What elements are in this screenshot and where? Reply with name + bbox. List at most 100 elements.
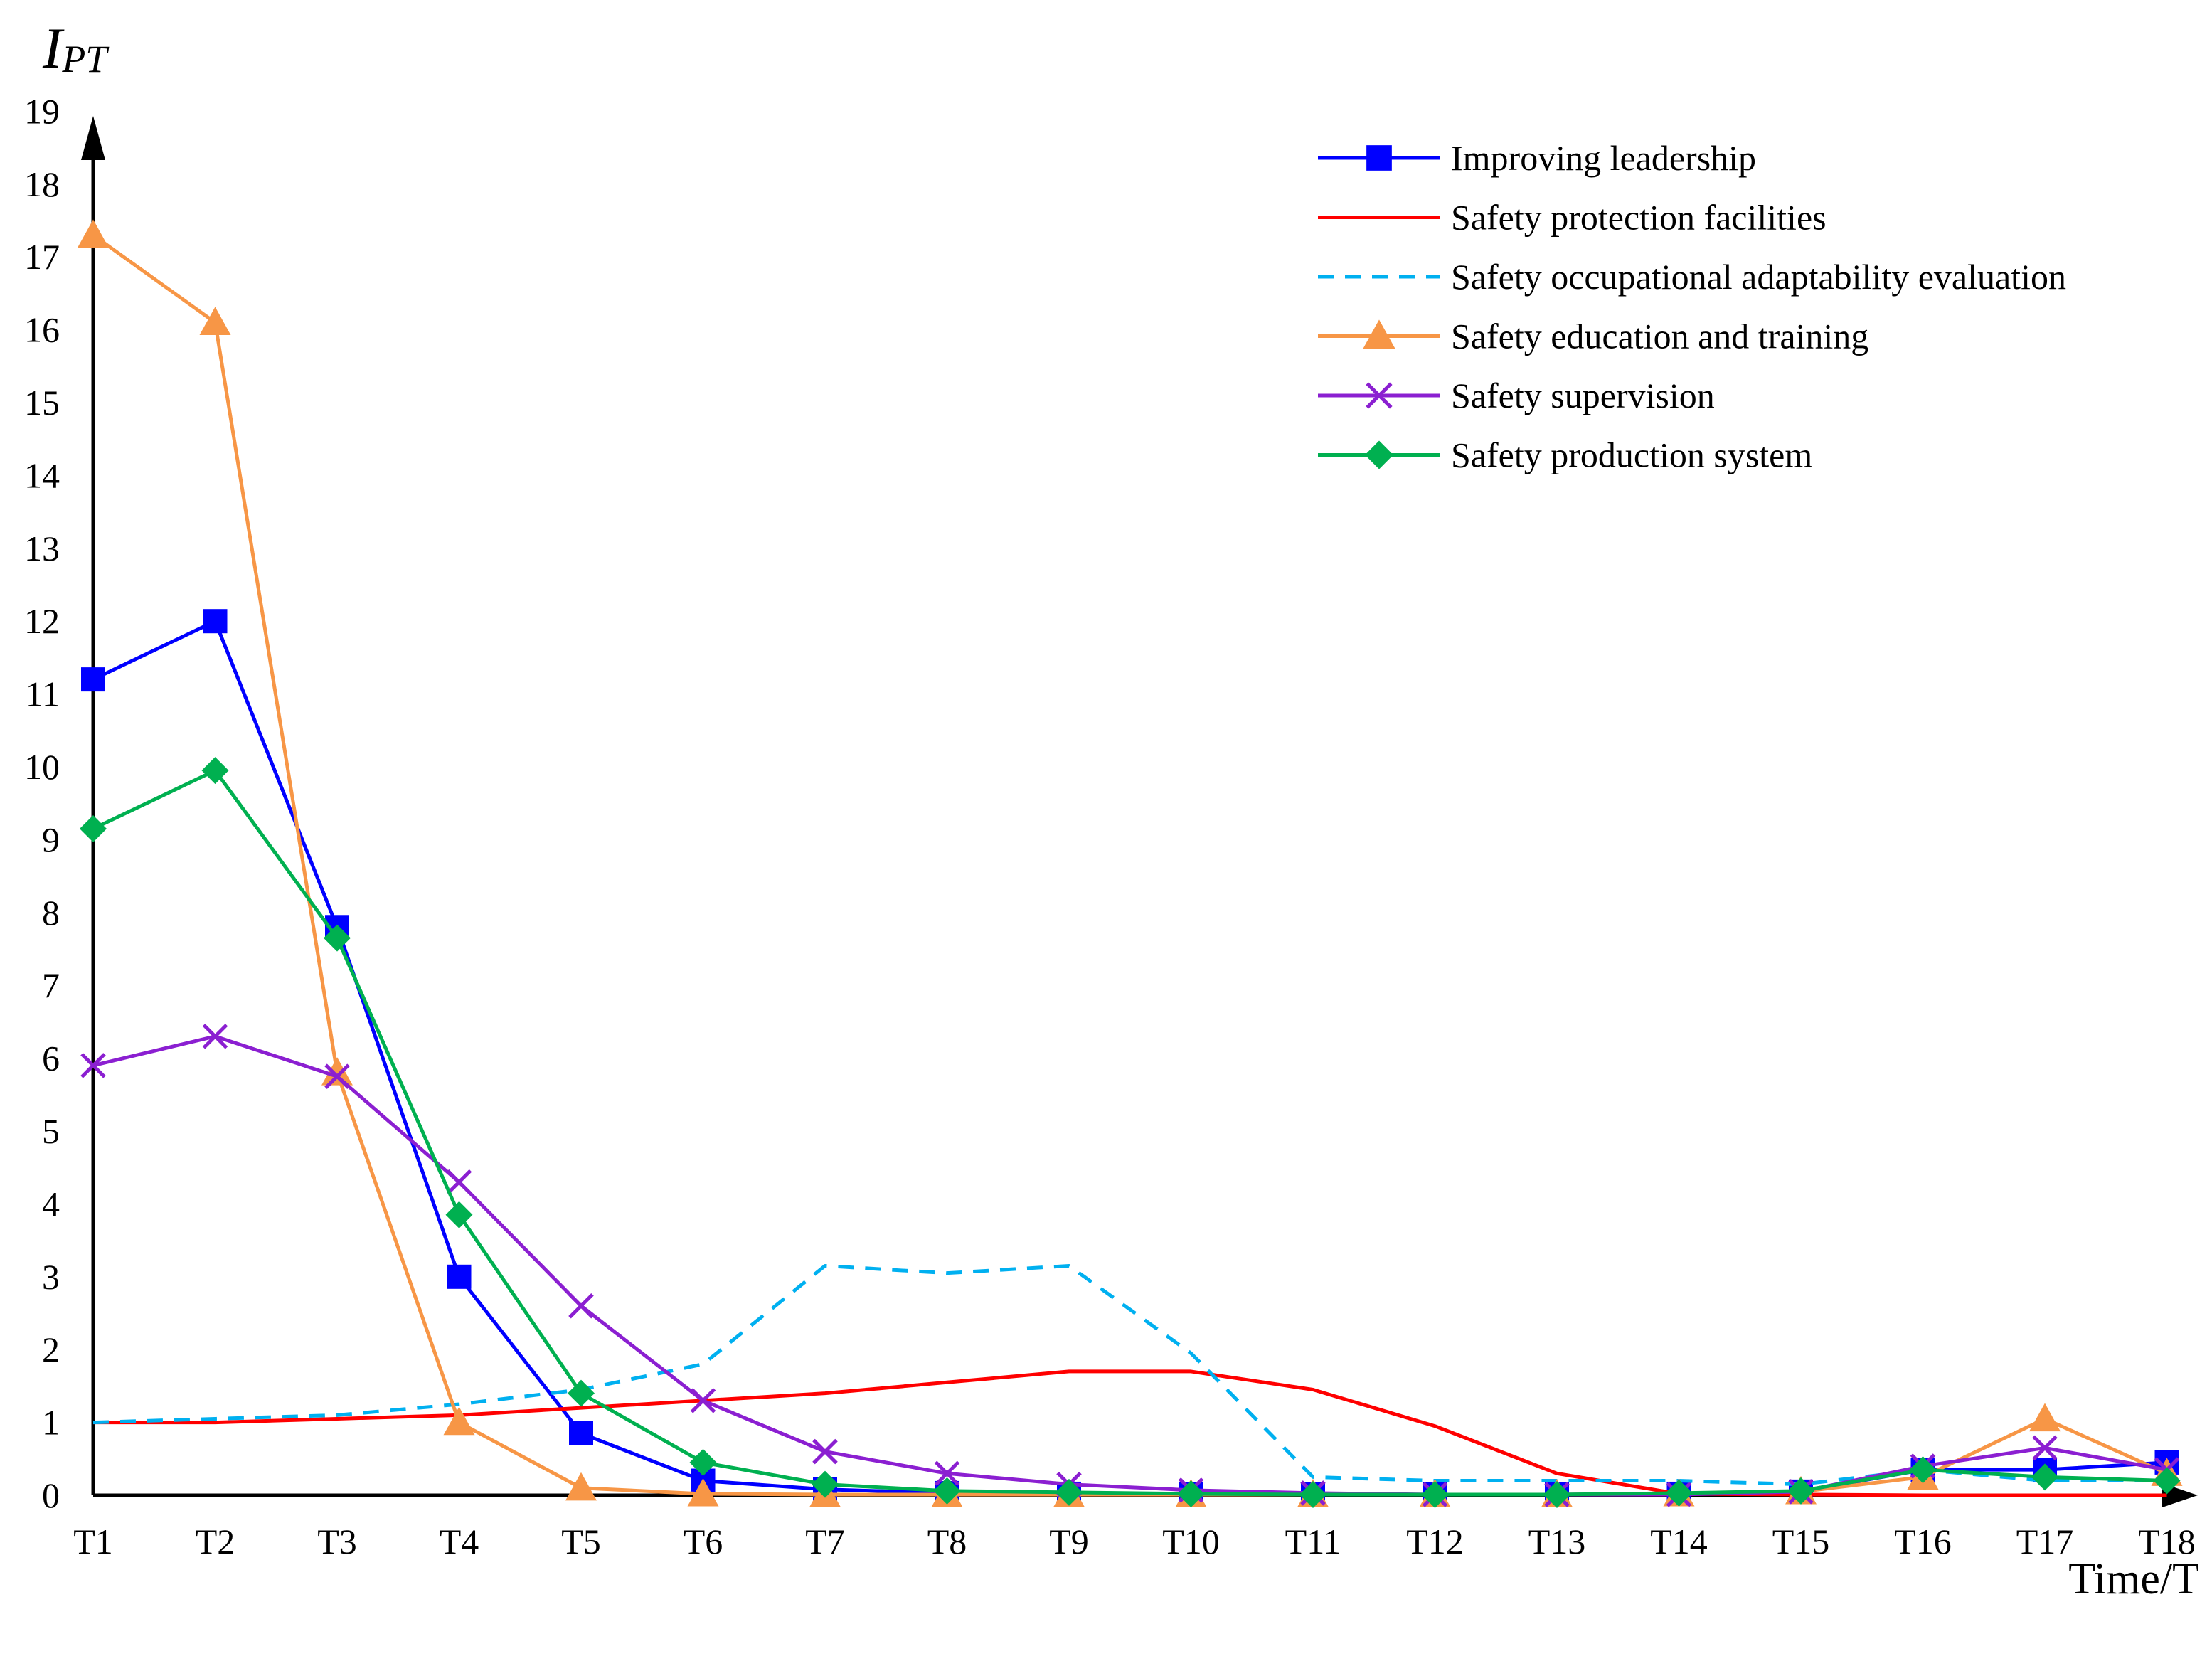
diamond-marker [1299, 1480, 1326, 1508]
y-tick-label: 13 [24, 529, 60, 568]
y-tick-label: 5 [42, 1111, 60, 1151]
y-tick-label: 17 [24, 237, 60, 277]
diamond-marker [2153, 1467, 2181, 1495]
series-5 [80, 757, 2181, 1508]
diamond-marker [445, 1201, 473, 1228]
legend-label: Safety protection facilities [1451, 198, 1827, 238]
x-marker [80, 1053, 106, 1078]
x-tick-label: T4 [440, 1522, 479, 1561]
x-marker [934, 1460, 960, 1487]
triangle-marker [2029, 1403, 2061, 1432]
diamond-marker [324, 924, 351, 952]
series-1 [93, 1369, 2167, 1497]
y-tick-label: 1 [42, 1403, 60, 1443]
diamond-marker [1665, 1479, 1693, 1507]
legend-label: Safety supervision [1451, 376, 1715, 415]
x-tick-label: T7 [805, 1522, 845, 1561]
legend-item: Safety education and training [1318, 317, 1868, 356]
x-tick-label: T6 [684, 1522, 723, 1561]
y-tick-label: 15 [24, 383, 60, 423]
series-3 [78, 219, 2183, 1507]
diamond-marker [1177, 1480, 1205, 1507]
y-tick-label: 4 [42, 1184, 60, 1224]
legend-item: Safety production system [1318, 435, 1812, 475]
diamond-marker [1909, 1456, 1937, 1484]
legend: Improving leadership Safety protection fa… [1318, 138, 2066, 475]
x-marker [324, 1063, 350, 1089]
x-tick-label: T17 [2016, 1522, 2074, 1561]
y-axis-arrow-icon [81, 116, 105, 160]
triangle-marker [78, 219, 109, 248]
x-tick-label: T18 [2138, 1522, 2196, 1561]
y-tick-label: 0 [42, 1475, 60, 1515]
diamond-marker [1787, 1477, 1814, 1505]
legend-label: Safety occupational adaptability evaluat… [1451, 257, 2066, 297]
y-axis-label: IPT [42, 16, 110, 80]
triangle-marker [321, 1057, 353, 1086]
diamond-marker [1421, 1480, 1449, 1508]
square-marker [569, 1421, 593, 1445]
diamond-marker [1056, 1478, 1083, 1506]
legend-item: Safety protection facilities [1318, 198, 1827, 238]
series-2 [92, 1263, 2167, 1487]
triangle-marker [199, 307, 231, 335]
legend-item: Safety supervision [1318, 376, 1715, 415]
x-marker [446, 1169, 472, 1195]
diamond-marker [201, 757, 229, 785]
y-tick-label: 6 [42, 1039, 60, 1078]
triangle-marker [687, 1477, 719, 1507]
x-tick-label: T15 [1772, 1522, 1830, 1561]
x-marker [1366, 382, 1393, 409]
square-marker [81, 667, 105, 692]
x-tick-label: T12 [1406, 1522, 1464, 1561]
diamond-marker [1365, 440, 1393, 469]
y-tick-label: 18 [24, 164, 60, 204]
triangle-marker [443, 1406, 475, 1436]
triangle-marker [565, 1472, 597, 1501]
y-tick-label: 16 [24, 310, 60, 350]
x-tick-label: T5 [561, 1522, 601, 1561]
diamond-marker [933, 1477, 961, 1505]
diamond-marker [689, 1448, 717, 1476]
legend-label: Improving leadership [1451, 138, 1756, 178]
y-tick-label: 8 [42, 893, 60, 933]
x-tick-label: T10 [1162, 1522, 1220, 1561]
diamond-marker [568, 1379, 595, 1407]
square-marker [1366, 145, 1392, 171]
y-tick-label: 9 [42, 819, 60, 859]
x-marker [690, 1388, 716, 1413]
series-line [93, 1369, 2167, 1497]
x-axis-ticks: T1 T2 T3 T4 T5 T6 T7 T8 T9 T10 T11 T12 T13 T14 T15 T16 T… [73, 1522, 2196, 1561]
x-tick-label: T11 [1285, 1522, 1341, 1561]
diamond-marker [812, 1470, 839, 1498]
x-tick-label: T14 [1650, 1522, 1708, 1561]
y-tick-label: 11 [26, 674, 60, 714]
x-axis-label: Time/T [2068, 1555, 2199, 1603]
diamond-marker [80, 815, 107, 843]
square-marker [203, 609, 228, 634]
y-tick-label: 2 [42, 1330, 60, 1369]
y-tick-label: 7 [42, 965, 60, 1005]
legend-item: Safety occupational adaptability evaluat… [1318, 257, 2066, 297]
x-tick-label: T9 [1049, 1522, 1089, 1561]
x-marker [812, 1438, 838, 1465]
x-tick-label: T3 [317, 1522, 357, 1561]
y-tick-label: 3 [42, 1257, 60, 1297]
y-tick-label: 12 [24, 601, 60, 641]
square-marker [447, 1264, 472, 1289]
triangle-marker [1362, 319, 1396, 349]
x-tick-label: T1 [73, 1522, 113, 1561]
x-marker [202, 1024, 228, 1049]
x-marker [568, 1293, 594, 1319]
series-line [92, 619, 2167, 1497]
y-tick-label: 19 [24, 91, 60, 131]
legend-label: Safety production system [1451, 435, 1812, 475]
x-tick-label: T13 [1528, 1522, 1586, 1561]
diamond-marker [2031, 1463, 2058, 1491]
y-tick-label: 10 [24, 747, 60, 787]
series-layer [78, 219, 2183, 1508]
x-marker [2032, 1435, 2058, 1461]
legend-label: Safety education and training [1451, 317, 1868, 356]
